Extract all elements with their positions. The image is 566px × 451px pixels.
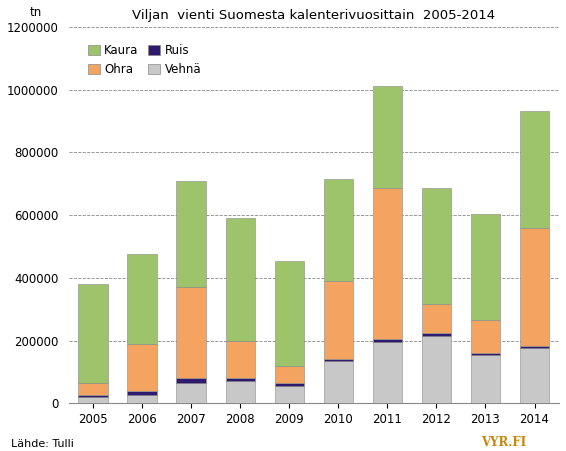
Bar <box>127 391 157 396</box>
Bar <box>520 110 549 228</box>
Bar <box>520 346 549 349</box>
Bar <box>324 179 353 281</box>
Bar <box>372 339 402 342</box>
Bar <box>422 189 451 304</box>
Bar <box>275 366 304 383</box>
Bar <box>275 383 304 386</box>
Bar <box>127 396 157 403</box>
Text: VYR.FI: VYR.FI <box>481 436 526 449</box>
Text: tn: tn <box>29 6 41 19</box>
Bar <box>422 333 451 336</box>
Bar <box>422 304 451 333</box>
Bar <box>324 359 353 361</box>
Bar <box>275 261 304 366</box>
Bar <box>78 396 108 397</box>
Bar <box>372 87 402 189</box>
Bar <box>177 378 206 383</box>
Bar <box>520 349 549 403</box>
Bar <box>422 336 451 403</box>
Bar <box>372 342 402 403</box>
Bar <box>471 353 500 354</box>
Title: Viljan  vienti Suomesta kalenterivuosittain  2005-2014: Viljan vienti Suomesta kalenterivuositta… <box>132 9 495 22</box>
Bar <box>177 383 206 403</box>
Bar <box>471 320 500 353</box>
Bar <box>372 189 402 339</box>
Bar <box>275 386 304 403</box>
Bar <box>324 361 353 403</box>
Bar <box>471 354 500 403</box>
Bar <box>177 180 206 287</box>
Legend: Kaura, Ohra, Ruis, Vehnä: Kaura, Ohra, Ruis, Vehnä <box>84 40 205 79</box>
Bar <box>520 228 549 346</box>
Bar <box>225 341 255 378</box>
Bar <box>225 218 255 341</box>
Bar <box>127 344 157 391</box>
Bar <box>127 254 157 344</box>
Bar <box>471 213 500 320</box>
Bar <box>324 281 353 359</box>
Bar <box>177 287 206 378</box>
Bar <box>78 383 108 396</box>
Bar <box>225 382 255 403</box>
Bar <box>225 378 255 382</box>
Text: Lähde: Tulli: Lähde: Tulli <box>11 439 74 449</box>
Bar <box>78 397 108 403</box>
Bar <box>78 284 108 383</box>
